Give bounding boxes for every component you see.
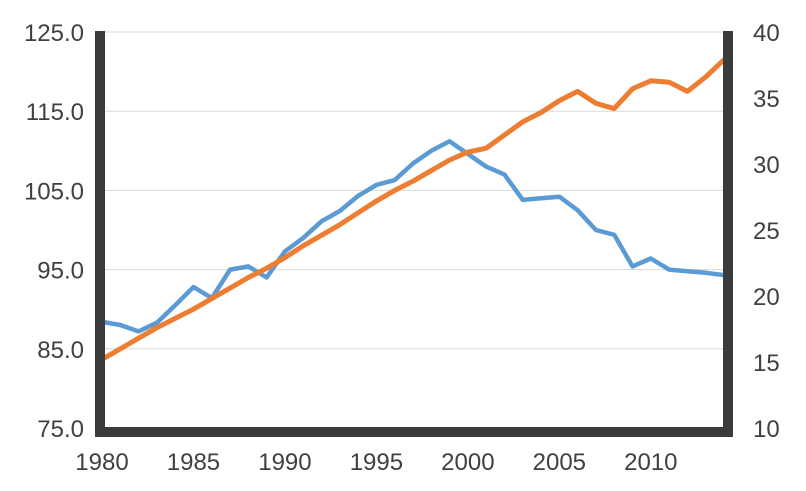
axis-bars <box>95 31 733 437</box>
x-axis-tick-label: 2000 <box>441 449 494 476</box>
right-axis-bar <box>723 31 733 437</box>
series-2-orange-line <box>99 57 727 362</box>
left-axis-tick-label: 75.0 <box>37 416 84 443</box>
x-axis-tick-label: 1995 <box>350 449 403 476</box>
left-axis-tick-labels: 125.0 115.0 105.0 95.0 85.0 75.0 <box>24 20 84 443</box>
left-axis-tick-label: 95.0 <box>37 258 84 285</box>
x-axis-tick-label: 2010 <box>624 449 677 476</box>
plot-lines <box>99 57 727 362</box>
right-axis-tick-labels: 40 35 30 25 20 15 10 <box>753 20 780 443</box>
x-axis-tick-labels: 1980 1985 1990 1995 2000 2005 2010 <box>75 449 677 476</box>
right-axis-tick-label: 30 <box>753 152 780 179</box>
x-axis-tick-label: 1990 <box>258 449 311 476</box>
right-axis-tick-label: 35 <box>753 86 780 113</box>
x-axis-tick-label: 1980 <box>75 449 128 476</box>
gridlines <box>105 31 723 350</box>
left-axis-tick-label: 85.0 <box>37 337 84 364</box>
right-axis-tick-label: 40 <box>753 20 780 47</box>
left-axis-bar <box>95 31 105 437</box>
right-axis-tick-label: 25 <box>753 218 780 245</box>
left-axis-tick-label: 125.0 <box>24 20 84 47</box>
right-axis-tick-label: 20 <box>753 284 780 311</box>
right-axis-tick-label: 10 <box>753 416 780 443</box>
right-axis-tick-label: 15 <box>753 350 780 377</box>
x-axis-tick-label: 2005 <box>533 449 586 476</box>
series-1-blue-line <box>99 139 727 334</box>
left-axis-tick-label: 115.0 <box>26 99 84 126</box>
left-axis-tick-label: 105.0 <box>24 178 84 205</box>
bottom-axis-bar <box>95 427 733 437</box>
x-axis-tick-label: 1985 <box>167 449 220 476</box>
